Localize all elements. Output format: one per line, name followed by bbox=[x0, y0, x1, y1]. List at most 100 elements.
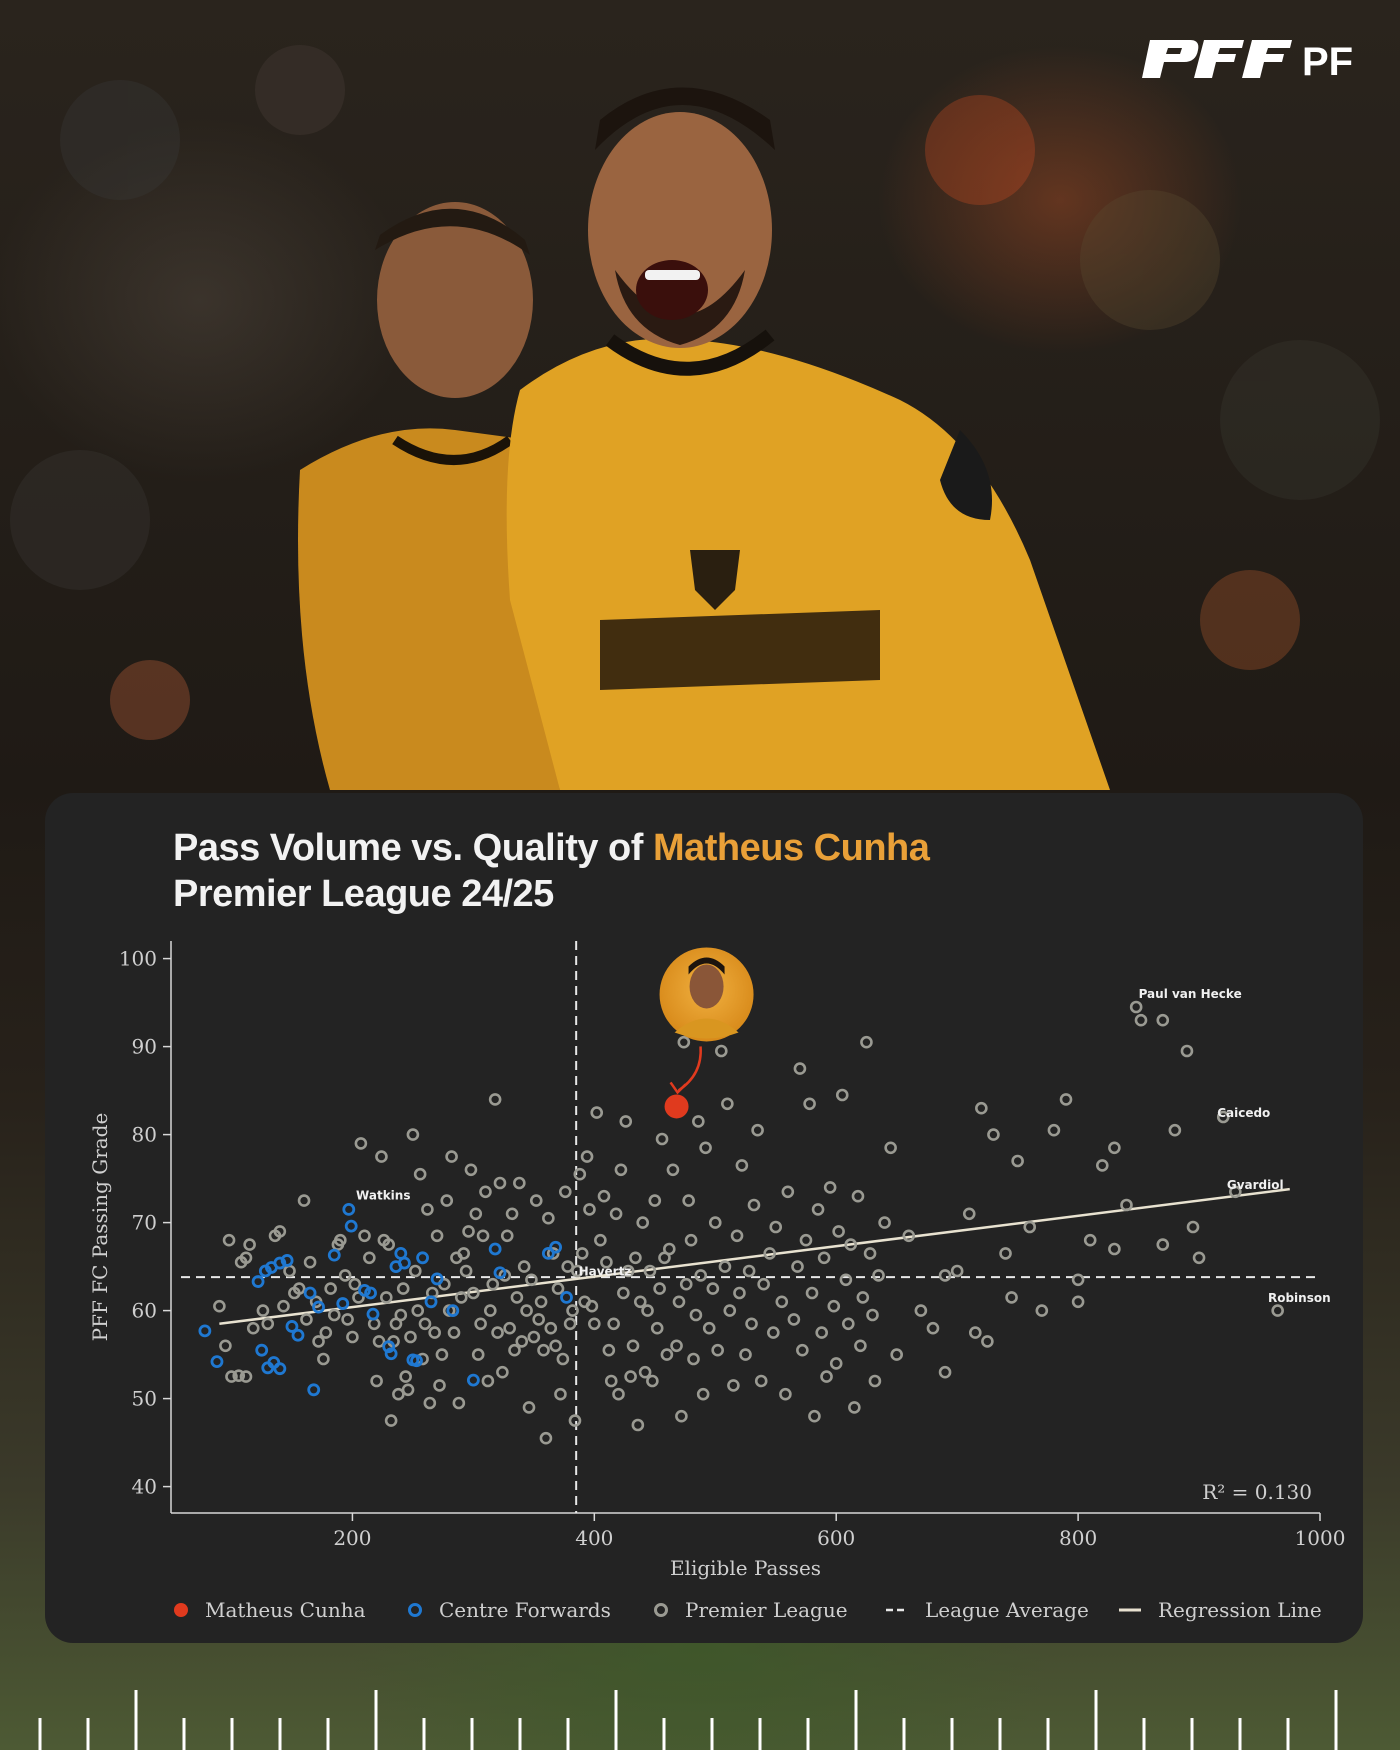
league-player-point bbox=[303, 1255, 317, 1269]
league-player-point bbox=[757, 1277, 770, 1291]
league-player-point bbox=[563, 1317, 577, 1331]
league-player-point bbox=[718, 1260, 732, 1273]
league-player-point bbox=[679, 1277, 693, 1291]
chart-card: Pass Volume vs. Quality of Matheus Cunha… bbox=[45, 793, 1363, 1643]
logo-wordmark: PFF FC bbox=[1302, 40, 1354, 84]
league-player-point bbox=[863, 1247, 877, 1260]
league-player-point bbox=[554, 1387, 567, 1401]
league-player-point bbox=[648, 1194, 662, 1207]
league-player-point bbox=[1271, 1304, 1284, 1317]
league-player-point bbox=[660, 1348, 674, 1361]
league-player-point bbox=[585, 1299, 599, 1313]
cf-ring-icon bbox=[408, 1603, 422, 1617]
league-player-point bbox=[711, 1343, 724, 1357]
pff-fc-logo: PFF FC bbox=[1134, 34, 1354, 84]
league-player-point bbox=[926, 1321, 940, 1335]
league-player-point bbox=[474, 1317, 487, 1331]
league-player-point bbox=[975, 1101, 988, 1115]
legend-item-highlight: Matheus Cunha bbox=[173, 1593, 366, 1627]
league-player-point bbox=[532, 1313, 545, 1326]
league-player-point bbox=[793, 1062, 807, 1075]
league-player-point bbox=[423, 1396, 437, 1410]
league-player-point bbox=[517, 1260, 531, 1273]
centre-forward-point bbox=[416, 1251, 429, 1265]
centre-forward-point bbox=[342, 1202, 356, 1216]
league-player-point bbox=[631, 1418, 645, 1432]
league-player-point bbox=[747, 1198, 761, 1212]
league-player-point bbox=[938, 1365, 952, 1379]
x-tick-label: 1000 bbox=[1295, 1526, 1346, 1550]
league-player-point bbox=[842, 1317, 855, 1331]
centre-forward-point bbox=[430, 1272, 444, 1286]
x-tick-label: 800 bbox=[1059, 1526, 1097, 1550]
league-player-point bbox=[775, 1295, 789, 1309]
league-player-point bbox=[641, 1304, 654, 1317]
league-player-point bbox=[621, 1264, 635, 1278]
league-player-point bbox=[382, 1238, 396, 1251]
arrow-head-icon bbox=[669, 1081, 687, 1095]
league-player-point bbox=[544, 1321, 558, 1335]
league-player-point bbox=[805, 1286, 819, 1300]
league-player-point bbox=[479, 1185, 492, 1199]
league-player-point bbox=[568, 1414, 582, 1427]
league-player-point bbox=[860, 1035, 873, 1049]
league-player-point bbox=[283, 1264, 296, 1278]
league-player-point bbox=[745, 1317, 758, 1331]
dashed-line-icon bbox=[886, 1608, 908, 1612]
league-player-point bbox=[467, 1286, 480, 1300]
centre-forward-point bbox=[364, 1286, 377, 1300]
league-player-point bbox=[808, 1409, 821, 1423]
league-player-point bbox=[1023, 1220, 1037, 1234]
x-tick-label: 400 bbox=[575, 1526, 613, 1550]
scatter-chart: 40 50 60 70 80 90 100 200 400 600 800 1000 Eligible … bbox=[88, 941, 1346, 1580]
league-player-point bbox=[844, 1238, 858, 1251]
league-player-point bbox=[607, 1317, 620, 1331]
league-player-point bbox=[779, 1387, 792, 1401]
league-player-point bbox=[617, 1286, 630, 1300]
league-player-point bbox=[404, 1330, 417, 1344]
league-player-point bbox=[646, 1374, 659, 1388]
matheus-cunha-point bbox=[664, 1094, 689, 1119]
league-player-point bbox=[715, 1044, 728, 1058]
league-player-point bbox=[346, 1330, 359, 1344]
league-player-point bbox=[588, 1317, 601, 1331]
league-player-point bbox=[848, 1401, 861, 1414]
league-player-point bbox=[1216, 1110, 1230, 1124]
league-player-point bbox=[787, 1313, 801, 1326]
league-player-point bbox=[727, 1379, 740, 1392]
league-player-point bbox=[476, 1229, 490, 1243]
league-player-point bbox=[246, 1321, 260, 1335]
league-player-point bbox=[817, 1251, 831, 1265]
legend-label-reg: Regression Line bbox=[1158, 1598, 1322, 1622]
league-player-point bbox=[1011, 1154, 1024, 1168]
league-player-point bbox=[447, 1326, 461, 1339]
league-player-point bbox=[219, 1339, 232, 1353]
league-player-point bbox=[672, 1295, 686, 1309]
centre-forward-point bbox=[389, 1260, 403, 1274]
league-player-point bbox=[730, 1229, 744, 1243]
league-player-point bbox=[435, 1348, 449, 1361]
league-player-point bbox=[796, 1343, 809, 1357]
centre-forward-point bbox=[198, 1324, 212, 1338]
league-player-point bbox=[493, 1176, 507, 1190]
centre-forward-point bbox=[303, 1286, 317, 1300]
league-player-point bbox=[520, 1304, 533, 1317]
league-player-point bbox=[542, 1211, 555, 1225]
league-player-point bbox=[401, 1383, 415, 1397]
avatar-hair-shape bbox=[688, 957, 725, 975]
y-tick-label: 50 bbox=[132, 1387, 157, 1411]
league-player-point bbox=[868, 1374, 882, 1388]
league-player-point bbox=[459, 1264, 473, 1278]
league-player-point bbox=[1095, 1159, 1109, 1172]
centre-forward-point bbox=[336, 1297, 350, 1310]
centre-forward-point bbox=[466, 1373, 480, 1387]
league-player-point bbox=[723, 1304, 737, 1317]
league-player-point bbox=[462, 1225, 475, 1238]
league-player-point bbox=[384, 1414, 398, 1427]
y-axis-label: PFF FC Passing Grade bbox=[88, 1113, 112, 1342]
centre-forward-point bbox=[280, 1254, 294, 1267]
player-annotation-label: Paul van Hecke bbox=[1139, 987, 1242, 1001]
centre-forward-point bbox=[251, 1275, 265, 1288]
league-player-point bbox=[614, 1163, 628, 1177]
centre-forward-point bbox=[382, 1340, 396, 1354]
